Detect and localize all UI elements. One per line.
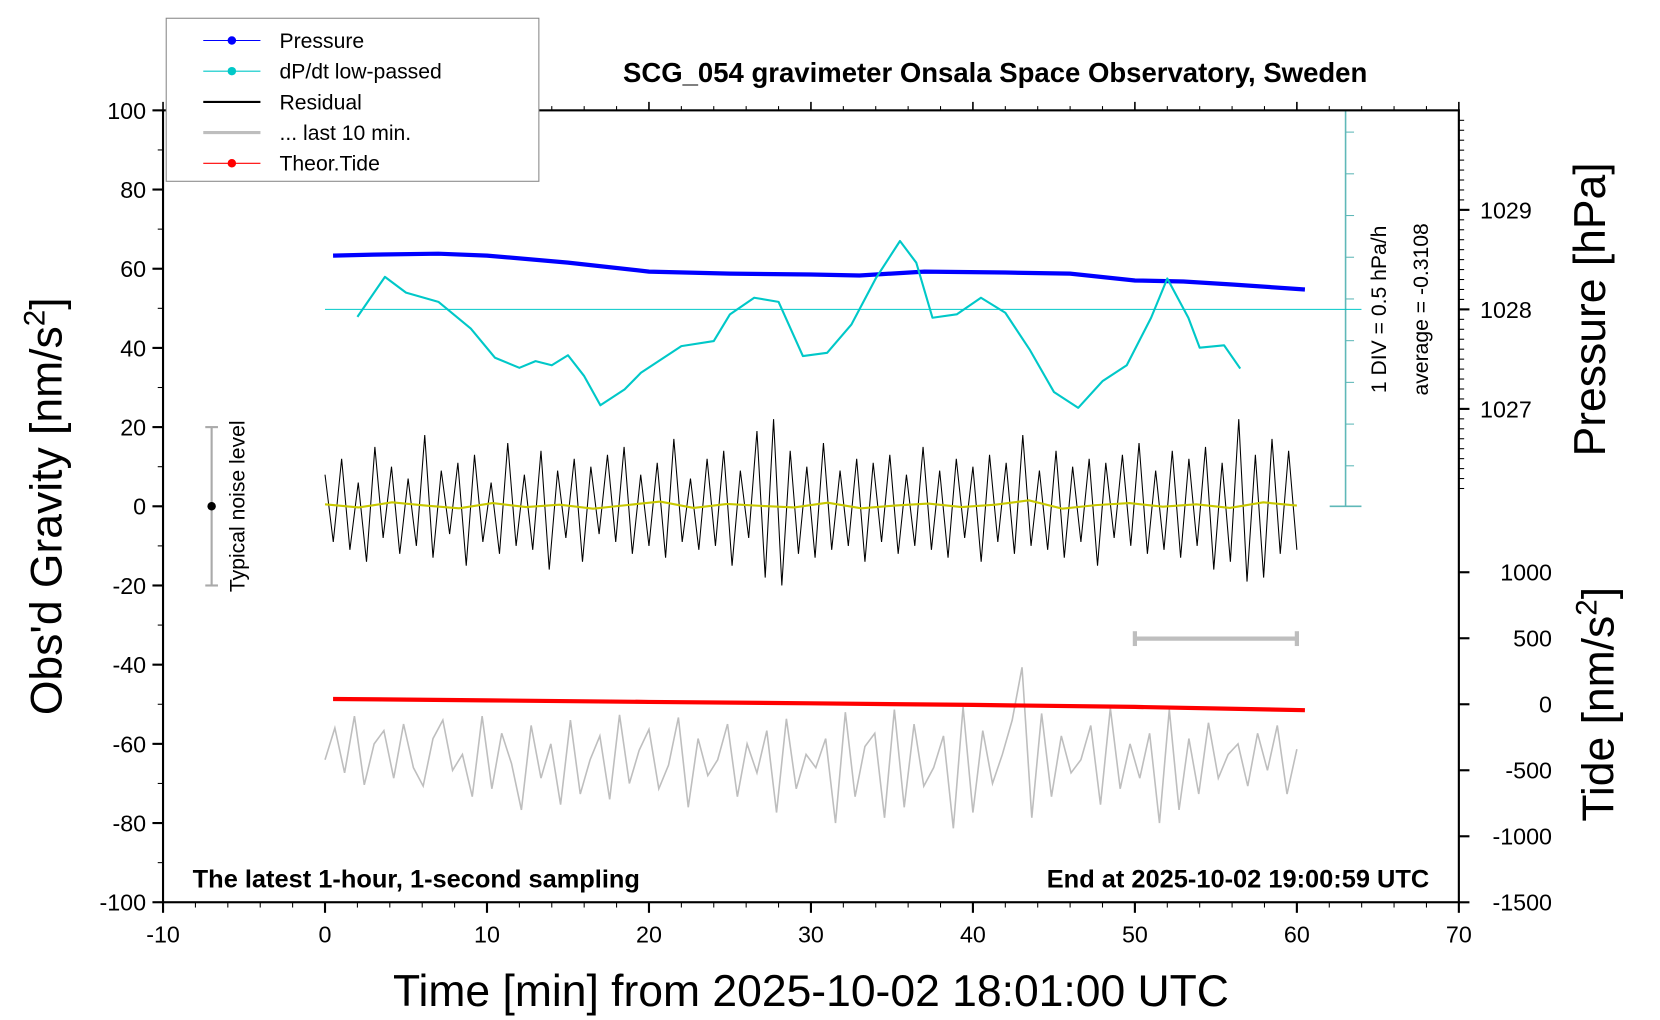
x-tick-label: 0 <box>319 921 332 947</box>
residual-series-line <box>324 419 1298 586</box>
y-tick-label: 40 <box>120 335 146 361</box>
legend-label: ... last 10 min. <box>279 122 411 145</box>
pressure-tick-label: 1029 <box>1480 197 1532 223</box>
tide-label-sup: 2 <box>1570 599 1603 615</box>
y-axis-label-left: Obs'd Gravity [nm/s2] <box>18 297 71 715</box>
legend-marker-4 <box>227 159 237 168</box>
tide-label-close: ] <box>1574 587 1623 599</box>
annotation-right: End at 2025-10-02 19:00:59 UTC <box>1047 865 1429 893</box>
tide-tick-label: 500 <box>1513 626 1552 652</box>
annotation-left: The latest 1-hour, 1-second sampling <box>193 865 640 893</box>
y-tick-label: 60 <box>120 256 146 282</box>
tide-axis-label: Tide [nm/s2] <box>1570 587 1623 822</box>
dpdt-series-line <box>356 239 1242 409</box>
legend-label: Theor.Tide <box>279 153 379 176</box>
y-label-close: ] <box>22 297 71 309</box>
tide-tick-label: 0 <box>1539 692 1552 718</box>
x-tick-label: 60 <box>1284 921 1310 947</box>
x-tick-label: 50 <box>1122 921 1148 947</box>
noise-level-label: Typical noise level <box>227 420 250 592</box>
x-tick-label: 70 <box>1446 921 1472 947</box>
y-tick-label: -20 <box>112 573 146 599</box>
legend-label: Pressure <box>279 30 364 53</box>
y-label-sup: 2 <box>18 310 51 326</box>
x-tick-label: 30 <box>798 921 824 947</box>
legend: Pressure dP/dt low-passed Residual ... last… <box>165 17 540 182</box>
y-tick-label: 80 <box>120 177 146 203</box>
x-axis-label: Time [min] from 2025-10-02 18:01:00 UTC <box>393 967 1229 1016</box>
noise-level-dot <box>207 502 216 511</box>
tide-tick-label: -500 <box>1505 758 1552 784</box>
tide-tick-label: -1000 <box>1492 824 1552 850</box>
y-tick-label: -80 <box>112 811 146 837</box>
x-tick-label: 10 <box>474 921 500 947</box>
tide-label-text: Tide [nm/s <box>1574 616 1623 822</box>
pressure-tick-label: 1028 <box>1480 297 1532 323</box>
last10-series-line <box>324 667 1298 829</box>
y-tick-label: 0 <box>133 494 146 520</box>
residual-smoothed-line <box>324 499 1297 510</box>
pressure-tick-label: 1027 <box>1480 396 1532 422</box>
legend-marker-0 <box>227 36 237 45</box>
pressure-series-line <box>333 251 1306 292</box>
plot-layer <box>205 109 1362 829</box>
theor-tide-series-line <box>333 696 1305 713</box>
legend-marker-1 <box>227 66 237 76</box>
tide-tick-label: -1500 <box>1492 890 1552 916</box>
legend-box <box>165 17 540 182</box>
y-label-text: Obs'd Gravity [nm/s <box>22 326 71 715</box>
x-tick-label: 40 <box>960 921 986 947</box>
legend-label: Residual <box>279 91 361 114</box>
pressure-axis-label: Pressure [hPa] <box>1566 162 1615 456</box>
y-tick-label: -100 <box>99 890 146 916</box>
legend-label: dP/dt low-passed <box>279 61 441 84</box>
x-tick-label: 20 <box>636 921 662 947</box>
dpdt-average-label: average = -0.3108 <box>1410 223 1433 395</box>
y-tick-label: 100 <box>107 98 146 124</box>
dpdt-scale-label: 1 DIV = 0.5 hPa/h <box>1368 226 1391 394</box>
tide-tick-label: 1000 <box>1500 560 1552 586</box>
y-tick-label: -40 <box>112 652 146 678</box>
chart-title: SCG_054 gravimeter Onsala Space Observat… <box>623 57 1367 88</box>
axes-layer: -10 0 10 20 30 40 50 60 70100806040200-20-40-60-… <box>99 98 1552 948</box>
y-tick-label: -60 <box>112 731 146 757</box>
y-tick-label: 20 <box>120 415 146 441</box>
x-tick-label: -10 <box>146 921 180 947</box>
